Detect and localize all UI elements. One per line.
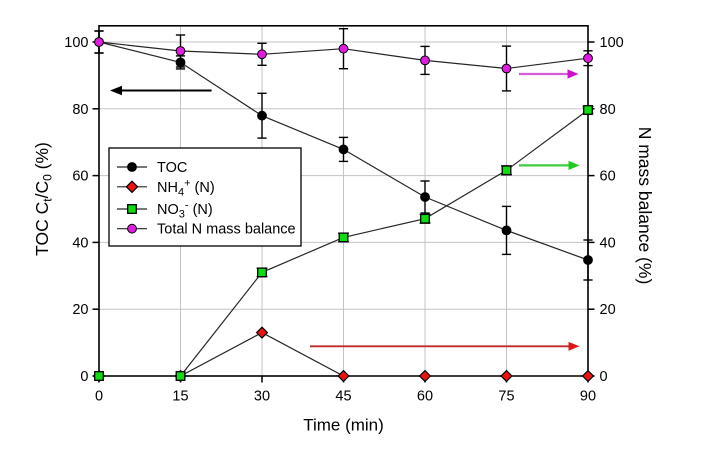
svg-text:20: 20 bbox=[600, 302, 616, 318]
svg-text:75: 75 bbox=[498, 389, 514, 405]
svg-text:0: 0 bbox=[80, 369, 88, 385]
svg-text:40: 40 bbox=[600, 235, 616, 251]
svg-text:60: 60 bbox=[72, 169, 88, 185]
svg-text:80: 80 bbox=[600, 102, 616, 118]
svg-text:TOC: TOC bbox=[157, 160, 187, 176]
svg-text:15: 15 bbox=[172, 389, 188, 405]
svg-text:Total N mass balance: Total N mass balance bbox=[157, 222, 296, 238]
svg-text:40: 40 bbox=[72, 235, 88, 251]
svg-text:100: 100 bbox=[600, 35, 624, 51]
svg-text:100: 100 bbox=[64, 35, 88, 51]
svg-text:N mass balance (%): N mass balance (%) bbox=[635, 127, 655, 285]
svg-text:80: 80 bbox=[72, 102, 88, 118]
svg-text:NO3- (N): NO3- (N) bbox=[157, 200, 213, 221]
svg-text:0: 0 bbox=[95, 389, 103, 405]
svg-text:90: 90 bbox=[580, 389, 596, 405]
svg-text:30: 30 bbox=[254, 389, 270, 405]
svg-text:TOC Ct/C0 (%): TOC Ct/C0 (%) bbox=[32, 142, 55, 256]
svg-text:Time (min): Time (min) bbox=[303, 416, 384, 435]
svg-text:0: 0 bbox=[600, 369, 608, 385]
svg-text:60: 60 bbox=[417, 389, 433, 405]
svg-text:45: 45 bbox=[335, 389, 351, 405]
svg-text:NH4+ (N): NH4+ (N) bbox=[157, 177, 215, 198]
svg-text:20: 20 bbox=[72, 302, 88, 318]
svg-text:60: 60 bbox=[600, 169, 616, 185]
